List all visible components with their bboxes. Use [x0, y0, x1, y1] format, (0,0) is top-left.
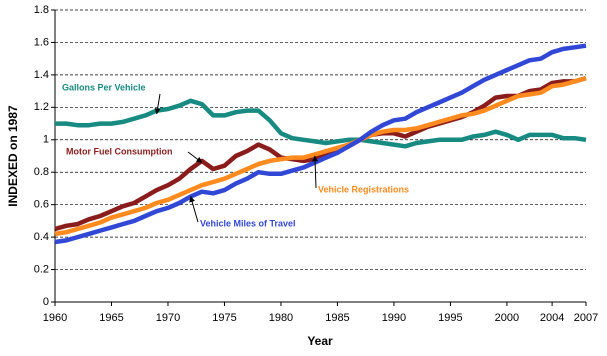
x-tick-label: 2004 [540, 312, 564, 324]
label-arrow [187, 151, 203, 163]
label-arrow [312, 155, 319, 189]
x-tick-label: 1980 [269, 312, 293, 324]
x-tick-label: 1995 [438, 312, 462, 324]
series-label: Motor Fuel Consumption [66, 146, 172, 156]
series-line [55, 98, 587, 149]
series-line [54, 43, 587, 245]
y-tick-label: 0.4 [34, 231, 49, 243]
y-tick-label: 0 [43, 296, 49, 308]
series-label: Gallons Per Vehicle [62, 82, 146, 92]
label-arrow [154, 93, 161, 115]
y-tick-label: 0.2 [34, 263, 49, 275]
x-tick-label: 1990 [382, 312, 406, 324]
series-label: Vehicle Miles of Travel [200, 218, 296, 228]
series-line [54, 75, 587, 237]
y-tick-label: 1.4 [34, 69, 49, 81]
x-tick-label: 2007 [574, 312, 598, 324]
series-line [54, 75, 587, 232]
y-axis-label: INDEXED on 1987 [6, 105, 20, 207]
x-tick-label: 1975 [212, 312, 236, 324]
y-tick-label: 1.2 [34, 101, 49, 113]
x-tick-label: 2000 [495, 312, 519, 324]
x-tick-label: 1965 [99, 312, 123, 324]
y-tick-label: 0.8 [34, 166, 49, 178]
y-tick-label: 1 [43, 134, 49, 146]
y-tick-label: 1.6 [34, 36, 49, 48]
label-arrow [189, 195, 199, 223]
x-axis-label: Year [307, 334, 333, 348]
x-tick-label: 1960 [43, 312, 67, 324]
x-tick-label: 1985 [325, 312, 349, 324]
y-tick-label: 1.8 [34, 4, 49, 16]
y-tick-label: 0.6 [34, 199, 49, 211]
series-label: Vehicle Registrations [318, 184, 409, 194]
x-tick-label: 1970 [156, 312, 180, 324]
